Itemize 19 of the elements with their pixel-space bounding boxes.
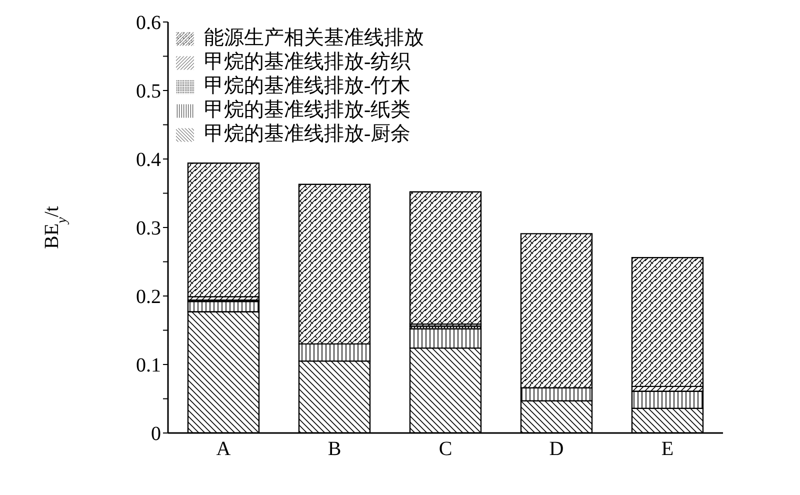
legend-label: 甲烷的基准线排放-纸类 [204, 99, 411, 121]
y-tick-label: 0.6 [136, 12, 161, 34]
bar [187, 162, 260, 298]
x-tick-label: C [438, 438, 452, 460]
y-tick-label: 0.5 [136, 80, 161, 103]
x-tick-label: B [328, 438, 342, 460]
y-tick-label: 0.2 [136, 286, 161, 308]
legend-label: 能源生产相关基准线排放 [204, 27, 424, 49]
legend-label: 甲烷的基准线排放-竹木 [204, 75, 411, 97]
y-tick-label: 0.4 [136, 149, 161, 172]
legend-label: 甲烷的基准线排放-厨余 [204, 123, 411, 145]
x-tick-label: E [661, 438, 674, 460]
bar [409, 191, 482, 325]
y-tick-label: 0 [151, 423, 161, 446]
x-tick-label: A [216, 438, 232, 460]
y-tick-label: 0.1 [136, 354, 161, 377]
y-tick-label: 0.3 [136, 218, 161, 240]
x-tick-label: D [549, 438, 564, 460]
legend-label: 甲烷的基准线排放-纺织 [204, 51, 411, 73]
